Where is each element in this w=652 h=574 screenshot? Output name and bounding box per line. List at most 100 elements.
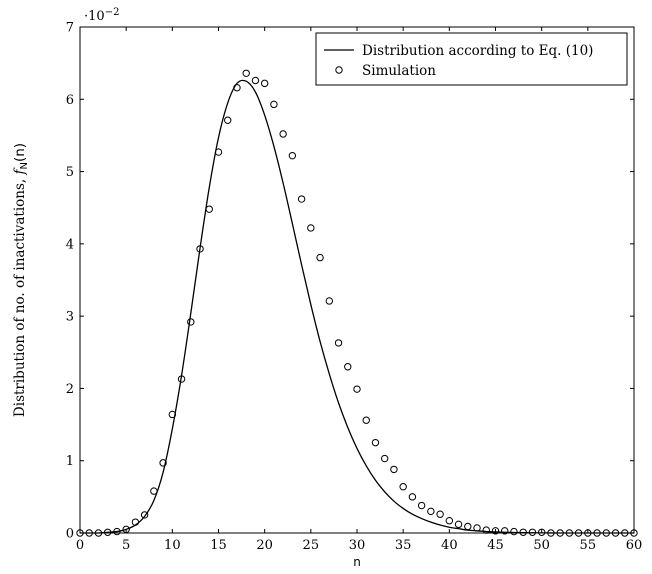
y-axis-label-tail: (n) [12, 143, 28, 162]
simulation-point [584, 529, 592, 537]
simulation-point [537, 528, 546, 536]
simulation-point [260, 79, 269, 88]
legend-label-distribution: Distribution according to Eq. (10) [362, 43, 593, 59]
y-tick-label: 5 [66, 165, 74, 180]
simulation-point [473, 524, 481, 532]
simulation-point [501, 527, 509, 535]
simulation-point [140, 511, 149, 519]
simulation-point [464, 522, 472, 531]
simulation-point [113, 527, 121, 536]
simulation-point [307, 224, 315, 232]
tick-layer [79, 26, 635, 534]
y-axis-label-main: Distribution of no. of inactivations, [12, 175, 28, 418]
simulation-point [344, 363, 352, 371]
simulation-point [454, 520, 463, 529]
simulation-point [528, 528, 537, 536]
legend: Distribution according to Eq. (10) Simul… [315, 32, 628, 86]
y-axis-label-f: f [12, 168, 28, 176]
x-tick-label: 10 [164, 538, 181, 553]
y-axis-label: Distribution of no. of inactivations, fN… [12, 143, 30, 417]
simulation-point [611, 529, 620, 537]
simulation-point [177, 375, 186, 383]
simulation-point [593, 529, 601, 537]
x-tick-label: 30 [349, 538, 366, 553]
simulation-point [122, 525, 130, 534]
simulation-point [621, 529, 629, 537]
simulation-point [288, 151, 297, 160]
simulation-point [417, 501, 426, 510]
y-tick-labels: 0 1 2 3 4 5 6 7 [66, 21, 74, 542]
x-tick-label: 20 [256, 538, 273, 553]
legend-marker-swatch [335, 66, 343, 74]
x-tick-label: 15 [210, 538, 227, 553]
simulation-point [316, 253, 324, 262]
simulation-point [270, 100, 278, 109]
simulation-point [233, 84, 241, 92]
simulation-point [390, 465, 398, 474]
x-tick-label: 5 [122, 538, 130, 553]
x-tick-label: 50 [533, 538, 550, 553]
simulation-point [205, 205, 213, 213]
simulation-point [556, 529, 564, 537]
simulation-point [251, 76, 260, 85]
simulation-point [399, 483, 407, 491]
legend-box [315, 32, 628, 86]
simulation-point [242, 69, 250, 77]
simulation-point [427, 507, 435, 516]
simulation-point [630, 529, 638, 537]
simulation-point [491, 527, 500, 535]
simulation-point [297, 195, 306, 203]
simulation-point [85, 529, 93, 537]
simulation-point [187, 318, 195, 326]
y-multiplier-base: ·10 [84, 9, 105, 24]
simulation-point [547, 529, 555, 537]
y-tick-label: 3 [66, 310, 74, 325]
simulation-point [362, 416, 370, 424]
x-tick-label: 40 [441, 538, 458, 553]
simulation-point [131, 518, 140, 526]
simulation-point [510, 527, 518, 536]
simulation-point [519, 528, 527, 536]
simulation-point [159, 459, 167, 467]
y-tick-label: 7 [66, 21, 74, 36]
simulation-point [482, 526, 490, 534]
plot-frame [79, 26, 635, 534]
y-tick-label: 6 [66, 93, 74, 108]
x-tick-label: 45 [487, 538, 504, 553]
simulation-point [279, 130, 287, 138]
x-tick-labels: 0 5 10 15 20 25 30 35 40 45 50 55 60 [76, 538, 642, 553]
x-tick-label: 0 [76, 538, 84, 553]
x-tick-label: 60 [626, 538, 643, 553]
simulation-point [224, 116, 232, 124]
simulation-point [334, 339, 343, 347]
simulation-point [574, 529, 583, 537]
simulation-point [214, 148, 223, 156]
x-tick-label: 55 [580, 538, 597, 553]
simulation-point [104, 528, 112, 536]
simulation-point [565, 529, 574, 537]
y-multiplier-exponent: −2 [105, 7, 120, 18]
y-tick-label: 2 [66, 382, 74, 397]
series-line-distribution [80, 79, 634, 534]
simulation-point [445, 517, 454, 525]
simulation-point [325, 297, 333, 305]
y-tick-label: 0 [66, 527, 74, 542]
simulation-point [150, 487, 158, 495]
x-tick-label: 25 [303, 538, 320, 553]
y-tick-label: 4 [66, 237, 74, 252]
simulation-point [381, 454, 389, 463]
x-tick-label: 35 [395, 538, 412, 553]
simulation-point [168, 410, 177, 419]
simulation-point [196, 245, 204, 253]
series-markers-simulation [76, 69, 638, 537]
legend-label-simulation: Simulation [362, 63, 436, 79]
simulation-point [436, 510, 444, 518]
simulation-point [371, 438, 380, 447]
y-multiplier: ·10−2 [84, 7, 119, 24]
simulation-point [602, 529, 610, 537]
x-axis-label: n [353, 555, 361, 569]
simulation-point [94, 529, 103, 537]
simulation-point [353, 385, 361, 393]
y-tick-label: 1 [66, 454, 74, 469]
